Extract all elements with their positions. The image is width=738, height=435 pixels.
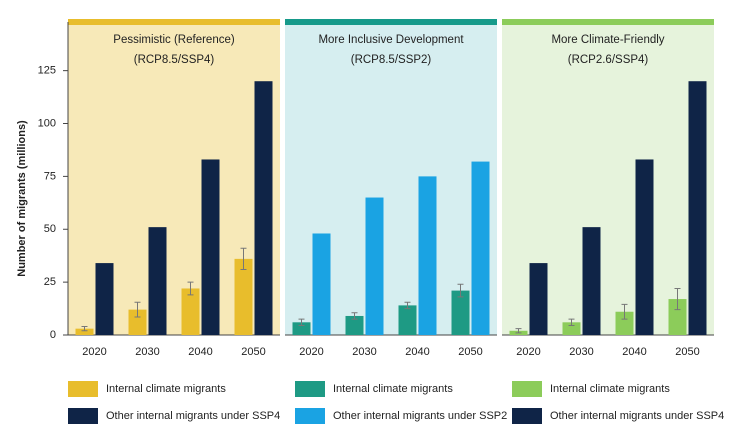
- y-tick-label: 125: [38, 65, 56, 77]
- legend-label: Other internal migrants under SSP2: [333, 410, 507, 422]
- bar: [292, 322, 311, 335]
- legend-swatch: [295, 381, 325, 397]
- panel-subtitle: (RCP8.5/SSP2): [351, 54, 432, 66]
- error-bar: [515, 328, 522, 334]
- error-bar: [621, 303, 628, 320]
- x-tick-label: 2030: [352, 346, 376, 358]
- bar: [688, 81, 707, 335]
- panel-subtitle: (RCP2.6/SSP4): [568, 54, 649, 66]
- y-tick-label: 100: [38, 117, 56, 129]
- error-bar: [404, 301, 411, 310]
- legend-label: Internal climate migrants: [333, 383, 453, 395]
- y-tick-label: 0: [50, 329, 56, 341]
- y-axis-label: Number of migrants (millions): [16, 120, 28, 277]
- error-bar: [351, 312, 358, 320]
- legend-swatch: [295, 408, 325, 424]
- bar: [75, 328, 94, 335]
- x-tick-label: 2030: [569, 346, 593, 358]
- error-bar: [674, 287, 681, 311]
- legend-label: Internal climate migrants: [550, 383, 670, 395]
- bar: [615, 311, 634, 335]
- bar: [418, 176, 437, 335]
- bar: [365, 197, 384, 335]
- x-tick-label: 2040: [622, 346, 646, 358]
- y-tick-label: 75: [44, 170, 56, 182]
- legend-label: Other internal migrants under SSP4: [550, 410, 724, 422]
- bar: [668, 299, 687, 335]
- x-tick-label: 2020: [299, 346, 323, 358]
- bar: [234, 258, 253, 335]
- bar: [128, 309, 147, 335]
- panel-header: [285, 19, 497, 25]
- legend-swatch: [68, 408, 98, 424]
- panel-title: More Inclusive Development: [318, 34, 464, 46]
- bar: [95, 263, 114, 335]
- y-tick-label: 25: [44, 276, 56, 288]
- x-tick-label: 2040: [405, 346, 429, 358]
- bar: [398, 305, 417, 335]
- legend-swatch: [512, 381, 542, 397]
- bar: [345, 315, 364, 335]
- legend-label: Internal climate migrants: [106, 383, 226, 395]
- bar: [562, 322, 581, 335]
- y-tick-label: 50: [44, 223, 56, 235]
- panel-title: More Climate-Friendly: [551, 34, 664, 46]
- panel-header: [68, 19, 280, 25]
- x-tick-label: 2030: [135, 346, 159, 358]
- error-bar: [568, 318, 575, 326]
- bar: [312, 233, 331, 335]
- x-tick-label: 2050: [458, 346, 482, 358]
- legend-swatch: [68, 381, 98, 397]
- error-bar: [81, 326, 88, 332]
- error-bar: [298, 318, 305, 326]
- bar: [582, 227, 601, 335]
- x-tick-label: 2040: [188, 346, 212, 358]
- x-tick-label: 2050: [675, 346, 699, 358]
- bar: [181, 288, 200, 335]
- x-tick-label: 2020: [82, 346, 106, 358]
- panel-header: [502, 19, 714, 25]
- error-bar: [240, 247, 247, 270]
- bar: [254, 81, 273, 335]
- error-bar: [134, 301, 141, 318]
- bar: [529, 263, 548, 335]
- error-bar: [187, 281, 194, 296]
- error-bar: [457, 283, 464, 298]
- bar: [148, 227, 167, 335]
- panel-subtitle: (RCP8.5/SSP4): [134, 54, 215, 66]
- x-tick-label: 2020: [516, 346, 540, 358]
- bar: [451, 290, 470, 335]
- legend-swatch: [512, 408, 542, 424]
- bar: [471, 161, 490, 335]
- x-tick-label: 2050: [241, 346, 265, 358]
- panel-title: Pessimistic (Reference): [113, 34, 235, 46]
- bar: [201, 159, 220, 335]
- legend-label: Other internal migrants under SSP4: [106, 410, 280, 422]
- bar: [635, 159, 654, 335]
